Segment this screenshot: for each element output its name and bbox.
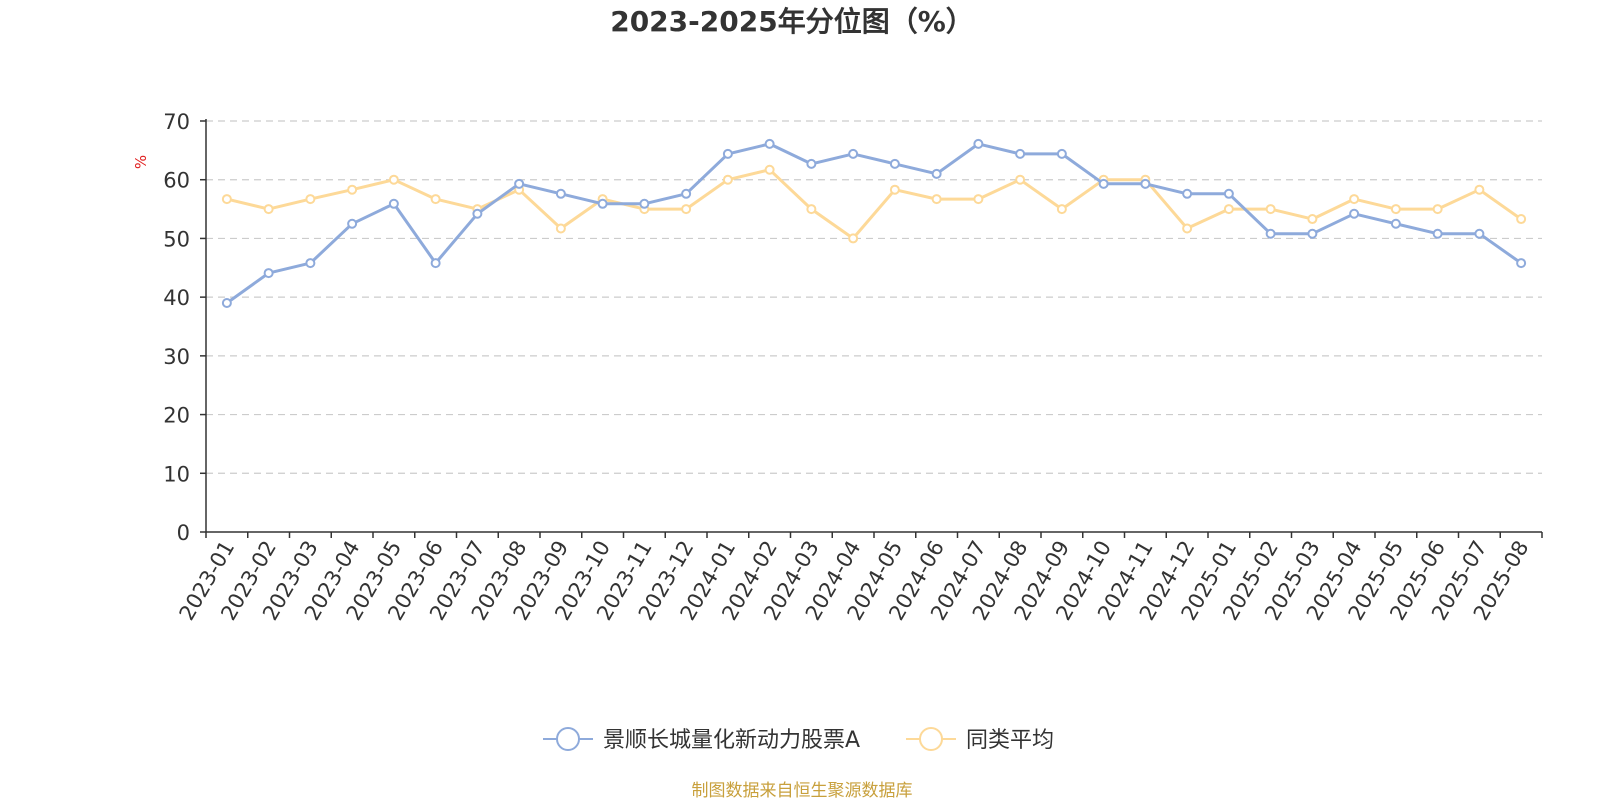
series-lines (221, 138, 1527, 309)
legend-item-series-a[interactable]: 景顺长城量化新动力股票A (543, 727, 860, 753)
data-point (1390, 218, 1401, 229)
data-point (263, 268, 274, 279)
data-point (305, 194, 316, 205)
series-a (221, 138, 1527, 309)
legend-label-series-b: 同类平均 (966, 728, 1054, 753)
data-point (472, 208, 483, 219)
data-point (1056, 148, 1067, 159)
legend-marker-series-a (556, 727, 580, 751)
data-point (1223, 204, 1234, 215)
data-point (931, 168, 942, 179)
data-point (1265, 228, 1276, 239)
legend-item-series-b[interactable]: 同类平均 (906, 727, 1054, 753)
data-point (681, 204, 692, 215)
data-point (1056, 204, 1067, 215)
data-point (597, 198, 608, 209)
y-tick-label: 30 (163, 345, 190, 369)
data-point (1098, 178, 1109, 189)
data-point (388, 198, 399, 209)
data-point (889, 184, 900, 195)
grid-lines (206, 120, 1542, 474)
data-point (388, 174, 399, 185)
data-point (973, 138, 984, 149)
data-point (1349, 208, 1360, 219)
y-tick-label: 60 (163, 169, 190, 193)
data-point (555, 188, 566, 199)
data-point (514, 178, 525, 189)
data-point (1015, 174, 1026, 185)
x-axis: 2023-012023-022023-032023-042023-052023-… (175, 531, 1543, 624)
data-point (1474, 184, 1485, 195)
data-point (1516, 214, 1527, 225)
data-point (639, 198, 650, 209)
data-point (806, 204, 817, 215)
data-point (430, 258, 441, 269)
data-point (1432, 204, 1443, 215)
data-point (555, 223, 566, 234)
data-point (1390, 204, 1401, 215)
data-point (1307, 214, 1318, 225)
data-point (1140, 178, 1151, 189)
data-point (221, 298, 232, 309)
data-point (1223, 188, 1234, 199)
y-tick-label: 20 (163, 404, 190, 428)
series-line (226, 168, 1522, 240)
data-point (1015, 148, 1026, 159)
series-b (221, 164, 1527, 244)
data-point (347, 184, 358, 195)
data-point (806, 158, 817, 169)
data-point (1474, 228, 1485, 239)
y-tick-label: 10 (163, 462, 190, 486)
data-point (848, 148, 859, 159)
data-point (1307, 228, 1318, 239)
data-point (764, 164, 775, 175)
y-axis-unit: % (132, 155, 150, 169)
chart-title: 2023-2025年分位图（%） (610, 5, 974, 38)
data-point (848, 233, 859, 244)
data-point (1182, 223, 1193, 234)
data-point (305, 258, 316, 269)
data-point (263, 204, 274, 215)
data-source-note: 制图数据来自恒生聚源数据库 (692, 781, 913, 800)
data-point (1182, 188, 1193, 199)
legend-marker-series-b (919, 727, 943, 751)
data-point (221, 194, 232, 205)
data-point (1516, 258, 1527, 269)
data-point (764, 138, 775, 149)
y-tick-label: 0 (177, 521, 190, 545)
data-point (347, 218, 358, 229)
y-tick-label: 50 (163, 227, 190, 251)
data-point (1432, 228, 1443, 239)
y-axis: 0 10 20 30 40 50 60 70 (163, 110, 207, 545)
y-tick-label: 70 (163, 110, 190, 134)
data-point (1349, 194, 1360, 205)
data-point (430, 194, 441, 205)
data-point (722, 174, 733, 185)
data-point (681, 188, 692, 199)
data-point (722, 148, 733, 159)
data-point (889, 158, 900, 169)
data-point (931, 194, 942, 205)
series-line (226, 142, 1522, 305)
data-point (973, 194, 984, 205)
y-tick-label: 40 (163, 286, 190, 310)
legend: 景顺长城量化新动力股票A 同类平均 (543, 727, 1054, 753)
legend-label-series-a: 景顺长城量化新动力股票A (603, 728, 860, 753)
data-point (1265, 204, 1276, 215)
